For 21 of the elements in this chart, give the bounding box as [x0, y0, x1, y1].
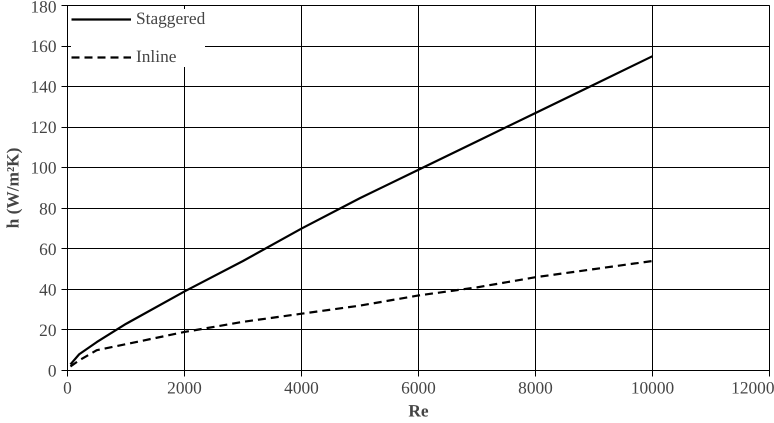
x-tick-label: 8000 — [518, 378, 553, 398]
y-axis-title: h (W/m²K) — [4, 147, 23, 228]
y-tick-label: 80 — [39, 199, 56, 218]
legend-label: Inline — [136, 47, 176, 67]
legend-label: Staggered — [136, 9, 206, 29]
x-tick-label: 4000 — [284, 378, 319, 398]
x-tick-label: 12000 — [731, 378, 774, 398]
y-tick-label: 140 — [30, 78, 57, 97]
x-tick-label: 6000 — [401, 378, 436, 398]
y-tick-label: 0 — [48, 362, 57, 380]
y-tick-label: 60 — [39, 240, 56, 259]
x-axis-title: Re — [408, 402, 429, 420]
x-tick-label: 2000 — [167, 378, 202, 398]
y-tick-label: 160 — [30, 37, 57, 56]
y-tick-label: 100 — [30, 158, 57, 178]
x-tick-label: 10000 — [630, 378, 674, 398]
y-tick-label: 20 — [39, 320, 56, 340]
x-tick-label: 0 — [63, 378, 72, 398]
y-tick-label: 40 — [39, 280, 56, 300]
y-tick-label: 180 — [30, 0, 57, 16]
y-tick-label: 120 — [30, 118, 57, 138]
